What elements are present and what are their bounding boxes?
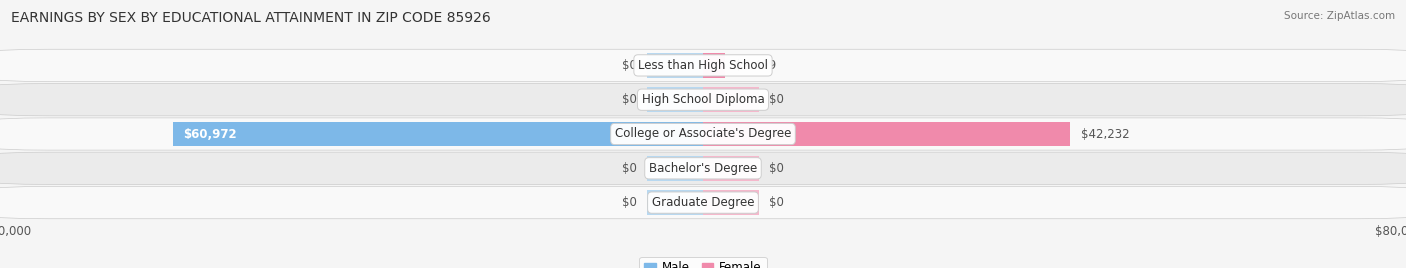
Bar xyxy=(647,87,703,112)
Text: EARNINGS BY SEX BY EDUCATIONAL ATTAINMENT IN ZIP CODE 85926: EARNINGS BY SEX BY EDUCATIONAL ATTAINMEN… xyxy=(11,11,491,25)
Text: $0: $0 xyxy=(769,93,785,106)
Text: $0: $0 xyxy=(769,162,785,175)
Text: Graduate Degree: Graduate Degree xyxy=(652,196,754,209)
Bar xyxy=(173,122,703,146)
Text: $0: $0 xyxy=(769,196,785,209)
Text: $60,972: $60,972 xyxy=(183,128,236,140)
Text: $0: $0 xyxy=(621,93,637,106)
Bar xyxy=(703,122,1070,146)
Bar xyxy=(703,87,759,112)
Bar xyxy=(703,53,724,78)
Text: Bachelor's Degree: Bachelor's Degree xyxy=(650,162,756,175)
Text: $2,499: $2,499 xyxy=(735,59,776,72)
Legend: Male, Female: Male, Female xyxy=(640,256,766,268)
Text: $0: $0 xyxy=(621,196,637,209)
Text: Less than High School: Less than High School xyxy=(638,59,768,72)
Text: High School Diploma: High School Diploma xyxy=(641,93,765,106)
FancyBboxPatch shape xyxy=(0,84,1406,116)
Bar xyxy=(647,190,703,215)
FancyBboxPatch shape xyxy=(0,152,1406,184)
Bar xyxy=(703,190,759,215)
FancyBboxPatch shape xyxy=(0,49,1406,81)
Text: $0: $0 xyxy=(621,59,637,72)
FancyBboxPatch shape xyxy=(0,187,1406,219)
Bar xyxy=(647,53,703,78)
Text: $42,232: $42,232 xyxy=(1081,128,1129,140)
Text: $0: $0 xyxy=(621,162,637,175)
Text: College or Associate's Degree: College or Associate's Degree xyxy=(614,128,792,140)
Text: Source: ZipAtlas.com: Source: ZipAtlas.com xyxy=(1284,11,1395,21)
Bar xyxy=(703,156,759,181)
FancyBboxPatch shape xyxy=(0,118,1406,150)
Bar xyxy=(647,156,703,181)
